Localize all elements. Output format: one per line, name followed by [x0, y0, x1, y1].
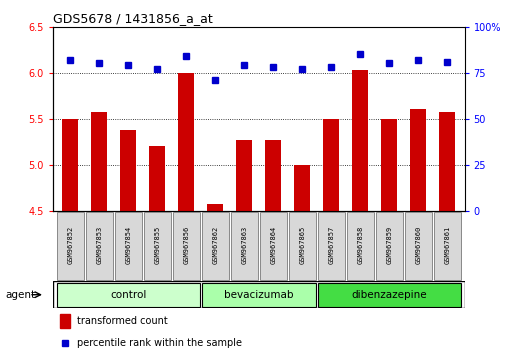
Text: percentile rank within the sample: percentile rank within the sample — [77, 338, 242, 348]
Bar — [57, 283, 200, 307]
Bar — [91, 112, 107, 211]
Bar — [236, 140, 252, 211]
Bar — [57, 212, 83, 280]
Text: control: control — [110, 290, 146, 300]
Bar — [405, 212, 431, 280]
Bar — [434, 212, 460, 280]
Bar — [86, 212, 112, 280]
Text: GSM967861: GSM967861 — [444, 225, 450, 264]
Bar — [294, 165, 310, 211]
Bar — [115, 212, 142, 280]
Bar — [178, 73, 194, 211]
Bar — [376, 212, 402, 280]
Bar — [207, 204, 223, 211]
Text: GDS5678 / 1431856_a_at: GDS5678 / 1431856_a_at — [53, 12, 213, 25]
Bar — [289, 212, 316, 280]
Text: dibenzazepine: dibenzazepine — [352, 290, 427, 300]
Text: GSM967854: GSM967854 — [125, 225, 131, 264]
Bar — [202, 283, 316, 307]
Text: GSM967859: GSM967859 — [386, 225, 392, 264]
Bar — [381, 119, 397, 211]
Text: GSM967856: GSM967856 — [183, 225, 189, 264]
Bar — [60, 314, 70, 329]
Bar — [352, 70, 368, 211]
Text: GSM967860: GSM967860 — [415, 225, 421, 264]
Bar — [439, 112, 455, 211]
Bar — [318, 283, 460, 307]
Text: transformed count: transformed count — [77, 316, 167, 326]
Text: GSM967863: GSM967863 — [241, 225, 247, 264]
Text: GSM967862: GSM967862 — [212, 225, 218, 264]
Text: GSM967852: GSM967852 — [67, 225, 73, 264]
Text: GSM967858: GSM967858 — [357, 225, 363, 264]
Bar — [265, 140, 281, 211]
Text: GSM967855: GSM967855 — [154, 225, 160, 264]
Text: GSM967864: GSM967864 — [270, 225, 276, 264]
Bar — [202, 212, 229, 280]
Bar — [347, 212, 374, 280]
Text: GSM967853: GSM967853 — [96, 225, 102, 264]
Bar — [173, 212, 200, 280]
Bar — [410, 109, 426, 211]
Bar — [318, 212, 345, 280]
Bar — [120, 130, 136, 211]
Text: GSM967857: GSM967857 — [328, 225, 334, 264]
Bar — [323, 119, 339, 211]
Text: agent: agent — [5, 290, 35, 300]
Bar — [62, 119, 78, 211]
Bar — [144, 212, 171, 280]
Bar — [149, 146, 165, 211]
Bar — [231, 212, 258, 280]
Bar — [260, 212, 287, 280]
Text: GSM967865: GSM967865 — [299, 225, 305, 264]
Text: bevacizumab: bevacizumab — [224, 290, 294, 300]
